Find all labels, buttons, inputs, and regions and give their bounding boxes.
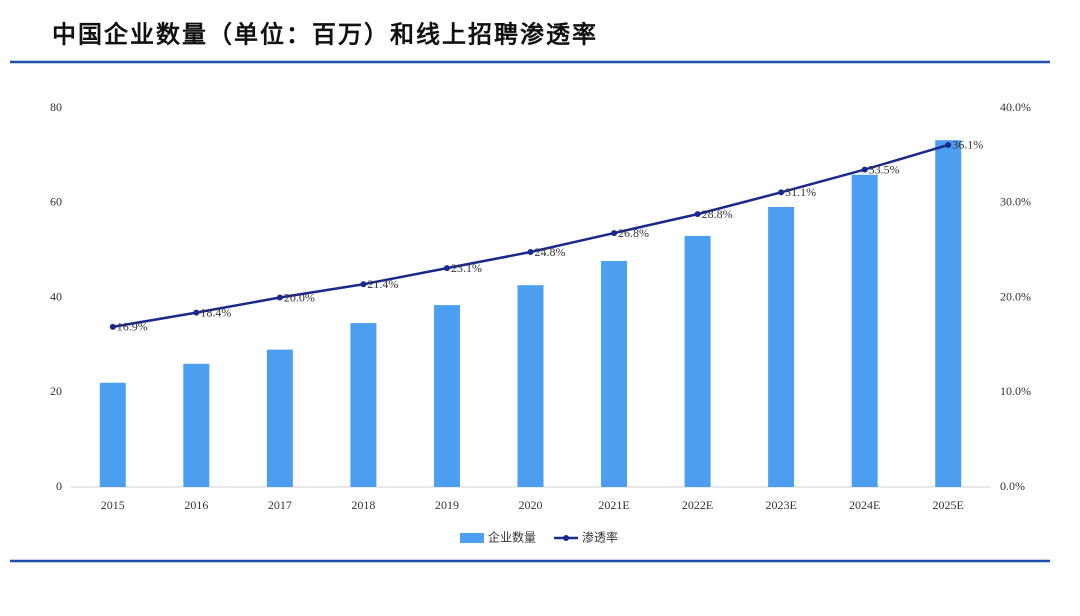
bar — [433, 305, 460, 487]
point — [193, 309, 200, 316]
data-label: 21.4% — [367, 277, 398, 291]
bar — [768, 207, 795, 488]
bar — [601, 261, 628, 487]
point — [694, 211, 701, 218]
legend-label: 企业数量 — [488, 530, 536, 545]
data-label: 24.8% — [535, 245, 566, 259]
x-tick-label: 2025E — [933, 498, 964, 512]
x-tick-label: 2018 — [351, 498, 375, 512]
bar — [183, 363, 210, 487]
bar — [935, 140, 962, 487]
data-label: 16.9% — [117, 320, 148, 334]
bar — [99, 382, 126, 487]
x-tick-label: 2021E — [598, 498, 629, 512]
legend-label: 渗透率 — [582, 530, 618, 545]
x-tick-label: 2019 — [435, 498, 459, 512]
legend-swatch — [460, 533, 484, 543]
x-tick-label: 2020 — [519, 498, 543, 512]
chart-title: 中国企业数量（单位：百万）和线上招聘渗透率 — [52, 20, 598, 49]
data-label: 26.8% — [618, 226, 649, 240]
x-tick-label: 2017 — [268, 498, 292, 512]
data-label: 18.4% — [200, 305, 231, 319]
x-tick-label: 2023E — [765, 498, 796, 512]
data-label: 20.0% — [284, 290, 315, 304]
x-tick-label: 2024E — [849, 498, 880, 512]
y-tick-label: 20 — [50, 384, 62, 398]
point — [945, 141, 952, 148]
point — [360, 281, 367, 288]
point — [276, 294, 283, 301]
point — [109, 323, 116, 330]
legend-swatch — [563, 535, 569, 541]
y-tick-label: 80 — [50, 100, 62, 114]
data-label: 33.5% — [869, 162, 900, 176]
bar — [266, 349, 293, 487]
point — [611, 230, 618, 237]
bar — [851, 174, 878, 487]
x-tick-label: 2015 — [101, 498, 125, 512]
y2-tick-label: 0.0% — [1000, 479, 1025, 493]
bar — [517, 285, 544, 487]
point — [443, 265, 450, 272]
bar — [684, 235, 711, 487]
x-tick-label: 2016 — [184, 498, 208, 512]
point — [778, 189, 785, 196]
data-label: 36.1% — [952, 138, 983, 152]
y2-tick-label: 40.0% — [1000, 100, 1031, 114]
y2-tick-label: 20.0% — [1000, 289, 1031, 303]
bar — [350, 323, 377, 487]
data-label: 28.8% — [702, 207, 733, 221]
point — [861, 166, 868, 173]
y2-tick-label: 30.0% — [1000, 195, 1031, 209]
y-tick-label: 60 — [50, 195, 62, 209]
data-label: 31.1% — [785, 185, 816, 199]
y-tick-label: 0 — [56, 479, 62, 493]
data-label: 23.1% — [451, 261, 482, 275]
y-tick-label: 40 — [50, 289, 62, 303]
x-tick-label: 2022E — [682, 498, 713, 512]
point — [527, 249, 534, 256]
y2-tick-label: 10.0% — [1000, 384, 1031, 398]
